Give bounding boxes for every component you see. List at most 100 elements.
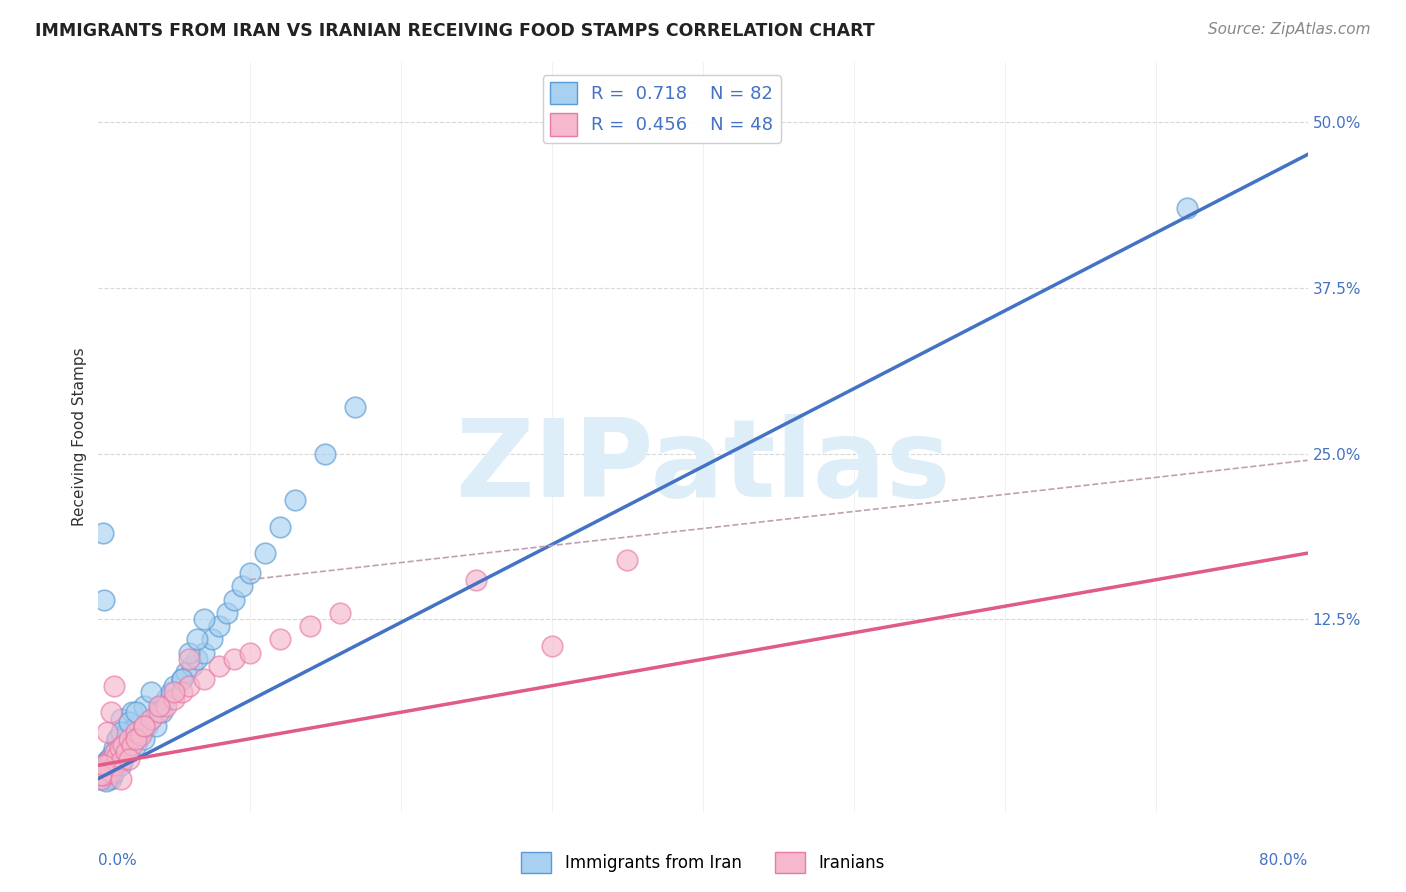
Point [181, 658, 204, 673]
Point [179, 652, 201, 666]
Point [90, 772, 112, 786]
Point [107, 755, 129, 769]
Point [96, 725, 118, 739]
Point [96, 755, 118, 769]
Point [132, 718, 155, 732]
Point [110, 772, 132, 786]
Point [132, 698, 155, 713]
Point [103, 745, 125, 759]
Point [135, 718, 157, 732]
Legend: R =  0.718    N = 82, R =  0.456    N = 48: R = 0.718 N = 82, R = 0.456 N = 48 [543, 75, 780, 143]
Point [141, 685, 163, 699]
Point [100, 762, 122, 776]
Point [101, 758, 124, 772]
Point [100, 758, 122, 772]
Point [103, 741, 125, 756]
Point [163, 685, 186, 699]
Point [148, 705, 170, 719]
Point [193, 646, 215, 660]
Point [100, 764, 122, 779]
Point [103, 679, 125, 693]
Point [121, 739, 143, 753]
Point [215, 606, 238, 620]
Point [110, 755, 132, 769]
Point [148, 698, 170, 713]
Point [121, 705, 143, 719]
Point [224, 592, 246, 607]
Y-axis label: Receiving Food Stamps: Receiving Food Stamps [72, 348, 87, 526]
Point [125, 725, 148, 739]
Point [94, 762, 117, 776]
Text: ZIPatlas: ZIPatlas [456, 414, 950, 520]
Point [269, 519, 291, 533]
Point [129, 725, 152, 739]
Point [101, 767, 124, 781]
Point [96, 755, 118, 769]
Text: Source: ZipAtlas.com: Source: ZipAtlas.com [1208, 22, 1371, 37]
Point [239, 646, 262, 660]
Point [105, 731, 128, 746]
Point [104, 745, 127, 759]
Point [170, 672, 193, 686]
Point [114, 725, 136, 739]
Point [186, 652, 208, 666]
Point [93, 764, 115, 779]
Point [111, 739, 134, 753]
Point [110, 745, 132, 759]
Point [1372, 115, 1395, 129]
Point [170, 672, 193, 686]
Point [103, 752, 125, 766]
Point [125, 718, 148, 732]
Point [94, 758, 117, 772]
Point [91, 767, 114, 781]
Point [224, 652, 246, 666]
Point [90, 767, 112, 781]
Point [108, 749, 131, 764]
Point [132, 731, 155, 746]
Point [186, 632, 208, 647]
Point [114, 739, 136, 753]
Point [110, 758, 132, 772]
Point [170, 685, 193, 699]
Point [93, 758, 115, 772]
Point [145, 718, 167, 732]
Point [465, 573, 488, 587]
Point [208, 619, 231, 633]
Point [193, 672, 215, 686]
Point [129, 728, 152, 742]
Point [101, 752, 124, 766]
Point [174, 665, 197, 680]
Point [93, 762, 115, 776]
Point [93, 767, 115, 781]
Point [616, 553, 638, 567]
Point [118, 725, 141, 739]
Point [132, 718, 155, 732]
Point [150, 705, 173, 719]
Point [94, 758, 117, 772]
Point [100, 749, 122, 764]
Point [98, 755, 121, 769]
Point [299, 619, 322, 633]
Point [91, 526, 114, 541]
Point [91, 764, 114, 779]
Point [104, 745, 127, 759]
Point [105, 731, 128, 746]
Point [93, 592, 115, 607]
Point [90, 772, 112, 786]
Point [193, 612, 215, 626]
Point [160, 685, 183, 699]
Point [125, 705, 148, 719]
Point [231, 579, 253, 593]
Text: 80.0%: 80.0% [1260, 853, 1308, 868]
Point [284, 493, 307, 508]
Point [121, 731, 143, 746]
Point [103, 758, 125, 772]
Point [98, 764, 121, 779]
Point [208, 658, 231, 673]
Point [118, 745, 141, 759]
Point [105, 749, 128, 764]
Point [103, 764, 125, 779]
Point [100, 705, 122, 719]
Text: IMMIGRANTS FROM IRAN VS IRANIAN RECEIVING FOOD STAMPS CORRELATION CHART: IMMIGRANTS FROM IRAN VS IRANIAN RECEIVIN… [35, 22, 875, 40]
Point [344, 401, 367, 415]
